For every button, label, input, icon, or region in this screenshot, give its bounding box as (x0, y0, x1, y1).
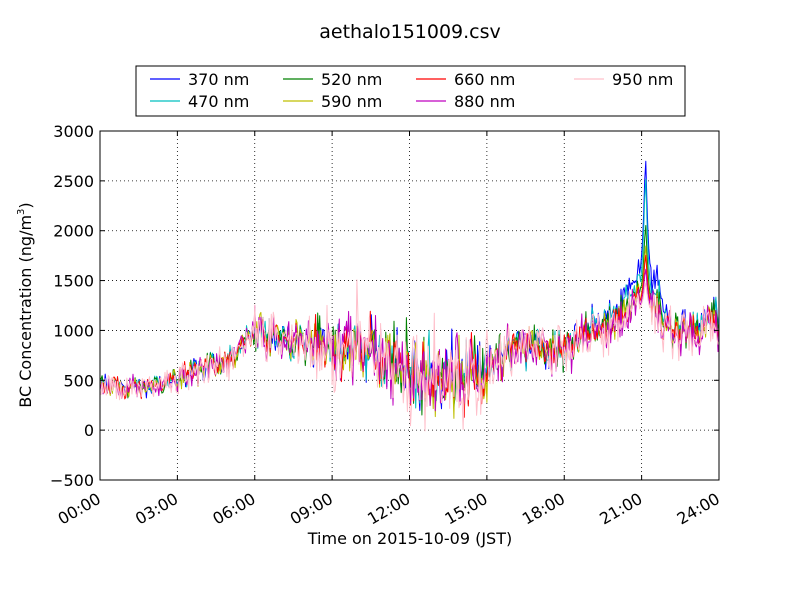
chart-title: aethalo151009.csv (319, 21, 501, 43)
y-axis-label-superscript: 3 (16, 209, 27, 215)
legend-label: 950 nm (612, 70, 673, 89)
y-tick-label: 1500 (53, 272, 94, 291)
y-tick-label: 2500 (53, 172, 94, 191)
y-tick-labels: −500 0 500 1000 1500 2000 2500 3000 (50, 122, 94, 490)
series-lines (99, 160, 720, 432)
y-tick-label: 2000 (53, 222, 94, 241)
x-axis-label: Time on 2015-10-09 (JST) (307, 529, 512, 548)
y-tick-label: 500 (63, 371, 94, 390)
y-tick-label: −500 (50, 471, 94, 490)
y-tick-label: 1000 (53, 321, 94, 340)
y-axis-label: BC Concentration (ng/m3) (16, 202, 35, 407)
legend-label: 370 nm (188, 70, 249, 89)
legend-label: 590 nm (321, 92, 382, 111)
y-tick-label: 0 (84, 421, 94, 440)
legend-label: 660 nm (454, 70, 515, 89)
y-axis-label-close: ) (16, 202, 35, 208)
legend-label: 880 nm (454, 92, 515, 111)
y-axis-label-main: BC Concentration (ng/m (16, 215, 35, 408)
series-line-950-nm (99, 279, 720, 432)
legend-label: 470 nm (188, 92, 249, 111)
axis-ticks (99, 130, 720, 481)
y-tick-label: 3000 (53, 122, 94, 141)
legend-box (135, 65, 686, 117)
legend: 370 nm 470 nm 520 nm 590 nm 660 nm 880 nm 950 … (135, 65, 686, 117)
legend-label: 520 nm (321, 70, 382, 89)
